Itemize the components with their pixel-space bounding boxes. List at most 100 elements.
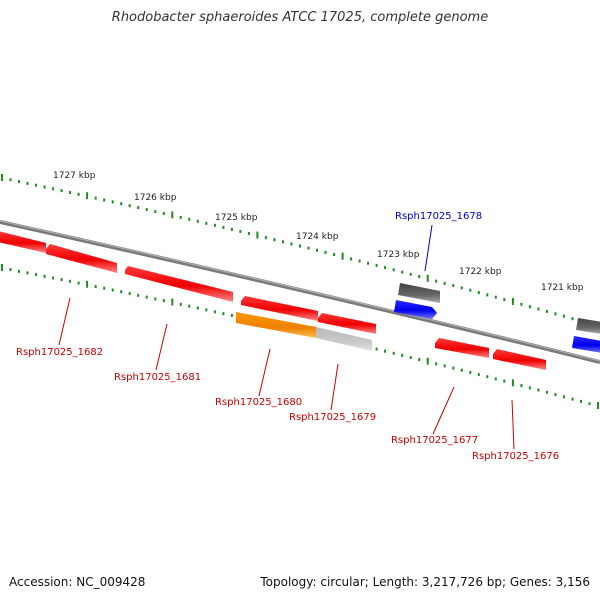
minor-tick <box>562 314 565 318</box>
gene-rsph17025-1679a[interactable] <box>241 296 318 321</box>
minor-tick <box>520 384 523 388</box>
minor-tick <box>222 225 225 229</box>
minor-tick <box>69 191 72 194</box>
minor-tick <box>580 399 582 403</box>
minor-tick <box>409 356 412 359</box>
minor-tick <box>588 402 591 406</box>
major-tick <box>86 280 89 288</box>
gene-label-rsph17025-1681[interactable]: Rsph17025_1681 <box>114 372 201 383</box>
minor-tick <box>435 279 438 283</box>
minor-tick <box>43 185 46 189</box>
major-tick <box>171 298 174 306</box>
minor-tick <box>486 293 489 297</box>
minor-tick <box>128 292 131 295</box>
minor-tick <box>392 351 395 355</box>
minor-tick <box>350 257 353 261</box>
minor-tick <box>230 314 233 317</box>
minor-tick <box>537 307 540 311</box>
minor-tick <box>375 347 378 351</box>
gene-rsph17025-1677[interactable] <box>435 338 489 358</box>
major-tick <box>511 297 514 305</box>
minor-tick <box>503 379 506 383</box>
gene-rsph17025-1678[interactable] <box>394 300 437 319</box>
gene-label-rsph17025-1679[interactable]: Rsph17025_1679 <box>289 412 376 423</box>
minor-tick <box>230 227 233 231</box>
minor-tick <box>290 242 293 246</box>
minor-tick <box>537 388 540 392</box>
minor-tick <box>409 272 412 276</box>
minor-tick <box>299 244 301 248</box>
chromosome-backbone <box>0 220 600 364</box>
minor-tick <box>188 217 191 221</box>
minor-tick <box>392 268 395 272</box>
gene-label-rsph17025-1682[interactable]: Rsph17025_1682 <box>16 347 103 358</box>
minor-tick <box>18 180 20 184</box>
minor-tick <box>528 386 531 390</box>
minor-tick <box>469 288 472 292</box>
minor-tick <box>477 291 480 295</box>
minor-tick <box>469 370 472 374</box>
gene-label-rsph17025-1676[interactable]: Rsph17025_1676 <box>472 451 559 462</box>
minor-tick <box>443 281 446 285</box>
minor-tick <box>196 219 199 223</box>
scale-label-1726: 1726 kbp <box>134 193 177 203</box>
minor-tick <box>545 390 548 394</box>
gene-rsph17025-1679-pseudo[interactable] <box>316 327 372 351</box>
gene-right-edge-blue[interactable] <box>572 336 600 353</box>
outer-scale-ticks <box>1 174 599 329</box>
major-tick <box>171 211 174 219</box>
chromosome-backbone-highlight <box>0 220 600 362</box>
major-tick <box>1 174 3 181</box>
gene-right-edge-gray[interactable] <box>576 318 600 334</box>
minor-tick <box>52 276 55 280</box>
gene-label-rsph17025-1678[interactable]: Rsph17025_1678 <box>395 211 482 222</box>
minor-tick <box>562 395 565 399</box>
minor-tick <box>460 368 463 372</box>
scale-labels: 1727 kbp 1726 kbp 1725 kbp 1724 kbp 1723… <box>53 171 584 293</box>
gene-rsph17025-1681b[interactable] <box>125 266 233 302</box>
minor-tick <box>452 366 455 370</box>
minor-tick <box>486 375 489 379</box>
major-tick <box>511 379 514 387</box>
minor-tick <box>324 250 327 254</box>
minor-tick <box>103 198 106 202</box>
minor-tick <box>367 261 370 265</box>
forward-leader-line <box>424 224 433 272</box>
minor-tick <box>384 266 387 270</box>
minor-tick <box>307 246 310 250</box>
gene-rsph17025-1676[interactable] <box>493 349 546 370</box>
gene-rsph17025-1679b[interactable] <box>318 313 376 334</box>
minor-tick <box>401 270 404 274</box>
minor-tick <box>205 221 208 225</box>
genome-stats-text: Topology: circular; Length: 3,217,726 bp… <box>260 575 590 589</box>
minor-tick <box>188 304 191 308</box>
minor-tick <box>418 275 421 279</box>
minor-tick <box>333 253 336 256</box>
minor-tick <box>26 271 29 275</box>
minor-tick <box>358 259 361 263</box>
gene-label-rsph17025-1677[interactable]: Rsph17025_1677 <box>391 435 478 446</box>
minor-tick <box>94 196 97 200</box>
minor-tick <box>460 286 463 290</box>
minor-tick <box>213 310 216 314</box>
minor-tick <box>205 308 208 312</box>
scale-label-1724: 1724 kbp <box>296 232 339 242</box>
minor-tick <box>452 284 455 288</box>
minor-tick <box>154 297 157 301</box>
gene-rsph17025-1681a[interactable] <box>46 244 117 273</box>
minor-tick <box>145 208 148 211</box>
minor-tick <box>179 215 182 219</box>
minor-tick <box>43 274 46 278</box>
gene-rsph17025-1682[interactable] <box>0 231 46 253</box>
gene-label-rsph17025-1680[interactable]: Rsph17025_1680 <box>215 397 302 408</box>
major-tick <box>341 252 344 260</box>
minor-tick <box>94 285 97 288</box>
minor-tick <box>111 288 114 292</box>
minor-tick <box>435 362 438 366</box>
minor-tick <box>60 278 63 282</box>
gene-rsph17025-1680[interactable] <box>236 312 316 338</box>
minor-tick <box>18 269 20 273</box>
gene-rsph17025-1678-pseudo[interactable] <box>398 283 440 303</box>
accession-text: Accession: NC_009428 <box>9 575 146 589</box>
